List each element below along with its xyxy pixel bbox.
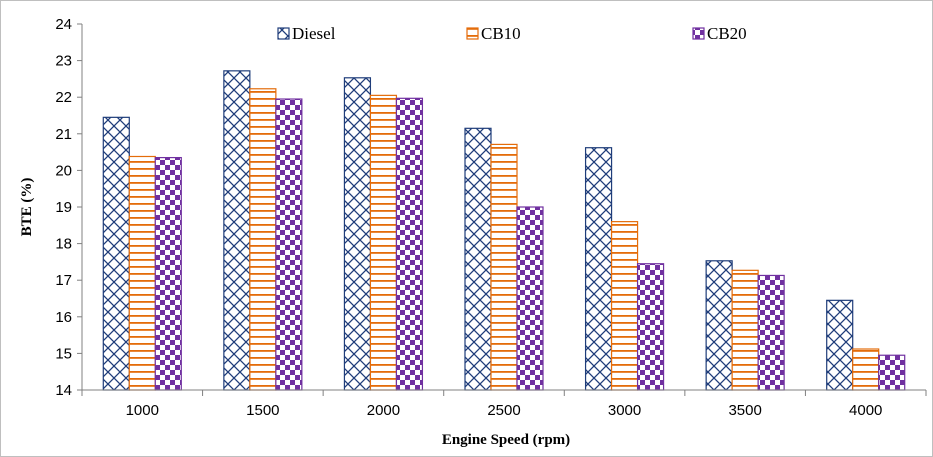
bar-diesel-2500 bbox=[465, 128, 491, 390]
y-tick-label-22: 22 bbox=[55, 89, 72, 106]
bar-cb10-4000 bbox=[853, 349, 879, 390]
bar-cb20-1000 bbox=[155, 158, 181, 390]
x-tick-label-2500: 2500 bbox=[487, 402, 520, 419]
x-tick-label-1000: 1000 bbox=[126, 402, 159, 419]
bar-diesel-3000 bbox=[586, 148, 612, 390]
bar-diesel-1500 bbox=[224, 71, 250, 390]
bar-cb20-2000 bbox=[396, 98, 422, 390]
bar-cb20-3000 bbox=[638, 264, 664, 390]
y-tick-label-23: 23 bbox=[55, 53, 72, 70]
bar-diesel-4000 bbox=[827, 300, 853, 390]
legend-label-diesel: Diesel bbox=[292, 24, 336, 43]
bar-cb10-2500 bbox=[491, 144, 517, 390]
bar-diesel-2000 bbox=[344, 78, 370, 390]
legend-swatch-diesel bbox=[278, 28, 289, 39]
y-axis-title: BTE (%) bbox=[19, 178, 35, 237]
legend-label-cb10: CB10 bbox=[481, 24, 521, 43]
legend-label-cb20: CB20 bbox=[707, 24, 747, 43]
y-tick-label-19: 19 bbox=[55, 199, 72, 216]
bar-diesel-1000 bbox=[103, 117, 129, 390]
y-tick-label-14: 14 bbox=[55, 382, 72, 399]
bar-cb20-4000 bbox=[879, 355, 905, 390]
legend-swatch-cb20 bbox=[693, 28, 704, 39]
bar-cb10-3000 bbox=[612, 222, 638, 390]
y-tick-label-16: 16 bbox=[55, 309, 72, 326]
x-tick-label-3500: 3500 bbox=[728, 402, 761, 419]
legend-swatch-cb10 bbox=[467, 28, 478, 39]
y-tick-label-21: 21 bbox=[55, 126, 72, 143]
bar-cb20-3500 bbox=[758, 275, 784, 390]
bar-cb10-1500 bbox=[250, 89, 276, 390]
y-tick-label-20: 20 bbox=[55, 162, 72, 179]
bar-cb10-1000 bbox=[129, 156, 155, 390]
y-tick-label-15: 15 bbox=[55, 345, 72, 362]
y-tick-label-17: 17 bbox=[55, 272, 72, 289]
y-tick-label-18: 18 bbox=[55, 236, 72, 253]
x-tick-label-4000: 4000 bbox=[849, 402, 882, 419]
bar-cb10-3500 bbox=[732, 270, 758, 390]
x-tick-label-2000: 2000 bbox=[367, 402, 400, 419]
y-tick-label-24: 24 bbox=[55, 16, 72, 33]
bar-cb20-1500 bbox=[276, 99, 302, 390]
x-tick-label-1500: 1500 bbox=[246, 402, 279, 419]
bar-diesel-3500 bbox=[706, 261, 732, 390]
bar-cb10-2000 bbox=[370, 95, 396, 390]
x-tick-label-3000: 3000 bbox=[608, 402, 641, 419]
bar-cb20-2500 bbox=[517, 207, 543, 390]
x-axis-title: Engine Speed (rpm) bbox=[442, 432, 570, 448]
